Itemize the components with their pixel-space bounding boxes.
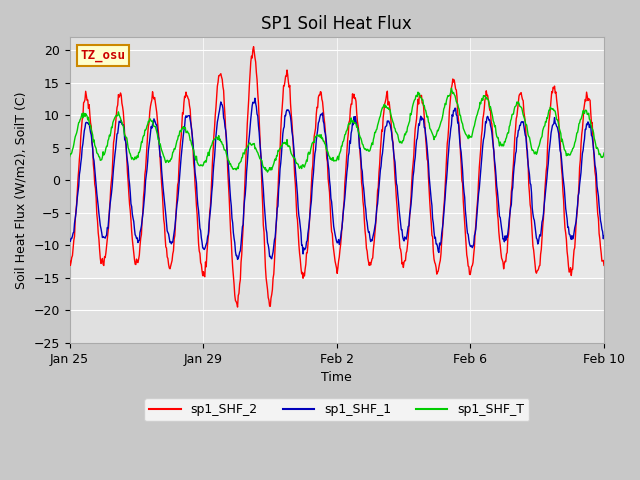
Title: SP1 Soil Heat Flux: SP1 Soil Heat Flux bbox=[262, 15, 412, 33]
sp1_SHF_T bbox=[422, 110, 430, 116]
Y-axis label: Soil Heat Flux (W/m2), SoilT (C): Soil Heat Flux (W/m2), SoilT (C) bbox=[15, 91, 28, 289]
Line: sp1_SHF_T: sp1_SHF_T bbox=[70, 88, 604, 172]
sp1_SHF_2 bbox=[234, 304, 241, 310]
sp1_SHF_T bbox=[274, 148, 282, 154]
sp1_SHF_2 bbox=[66, 258, 74, 264]
sp1_SHF_1 bbox=[66, 237, 74, 242]
Bar bbox=[70, 83, 604, 278]
sp1_SHF_1 bbox=[275, 186, 282, 192]
sp1_SHF_2 bbox=[275, 171, 282, 177]
sp1_SHF_1 bbox=[423, 144, 431, 149]
X-axis label: Time: Time bbox=[321, 372, 352, 384]
sp1_SHF_T bbox=[227, 161, 234, 167]
sp1_SHF_2 bbox=[393, 204, 401, 210]
sp1_SHF_T bbox=[600, 150, 608, 156]
Legend: sp1_SHF_2, sp1_SHF_1, sp1_SHF_T: sp1_SHF_2, sp1_SHF_1, sp1_SHF_T bbox=[145, 398, 529, 421]
sp1_SHF_2 bbox=[600, 263, 608, 268]
sp1_SHF_2 bbox=[129, 237, 136, 242]
sp1_SHF_1 bbox=[600, 233, 608, 239]
Text: TZ_osu: TZ_osu bbox=[81, 49, 125, 62]
sp1_SHF_2 bbox=[250, 44, 257, 49]
sp1_SHF_T bbox=[129, 155, 136, 160]
sp1_SHF_2 bbox=[255, 100, 262, 106]
sp1_SHF_1 bbox=[234, 256, 241, 262]
Line: sp1_SHF_1: sp1_SHF_1 bbox=[70, 98, 604, 259]
sp1_SHF_T bbox=[66, 154, 74, 159]
sp1_SHF_T bbox=[264, 169, 271, 175]
sp1_SHF_T bbox=[253, 149, 261, 155]
sp1_SHF_1 bbox=[129, 211, 136, 217]
sp1_SHF_1 bbox=[255, 123, 262, 129]
Line: sp1_SHF_2: sp1_SHF_2 bbox=[70, 47, 604, 307]
sp1_SHF_T bbox=[447, 85, 455, 91]
sp1_SHF_2 bbox=[423, 156, 431, 162]
sp1_SHF_1 bbox=[227, 196, 234, 202]
sp1_SHF_1 bbox=[251, 96, 259, 101]
sp1_SHF_T bbox=[392, 129, 400, 135]
sp1_SHF_1 bbox=[393, 183, 401, 189]
sp1_SHF_2 bbox=[227, 228, 234, 234]
